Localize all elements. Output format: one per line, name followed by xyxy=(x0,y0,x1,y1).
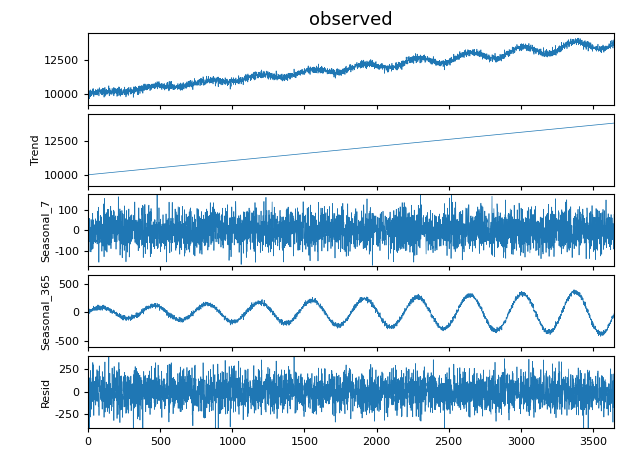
Title: observed: observed xyxy=(309,10,393,29)
Y-axis label: Seasonal_365: Seasonal_365 xyxy=(40,273,52,350)
Y-axis label: Seasonal_7: Seasonal_7 xyxy=(40,199,52,262)
Y-axis label: Resid: Resid xyxy=(42,376,51,407)
Y-axis label: Trend: Trend xyxy=(32,134,42,165)
